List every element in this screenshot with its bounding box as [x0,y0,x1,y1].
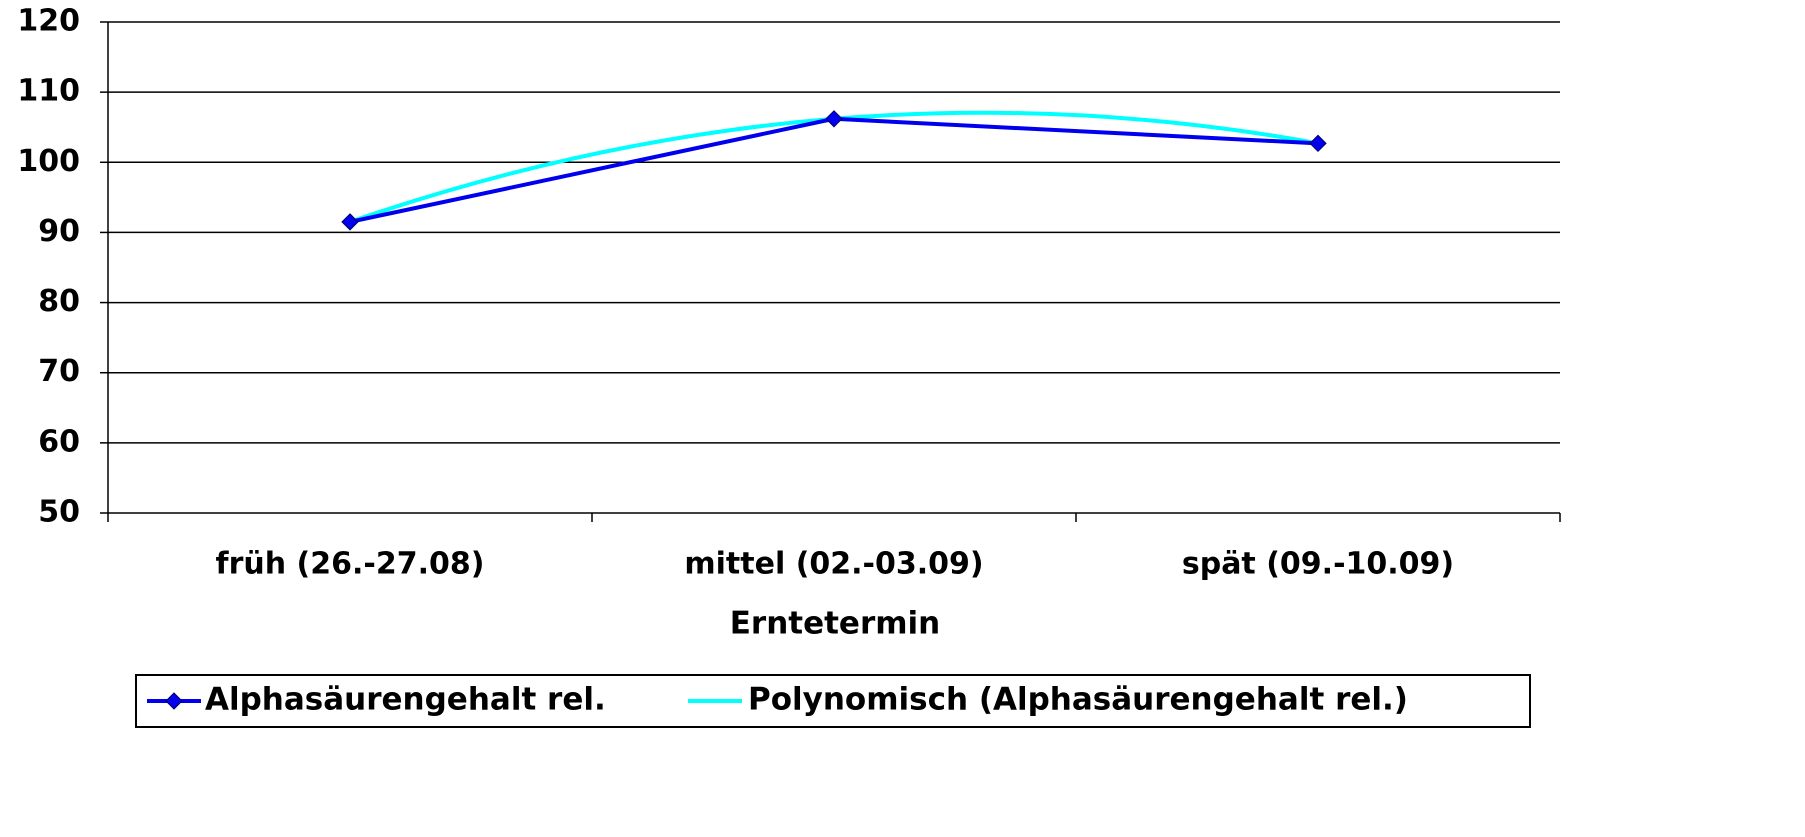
y-tick-label: 50 [38,495,80,530]
marker [165,692,183,710]
y-tick-label: 60 [38,424,80,459]
y-tick-label: 100 [17,144,80,179]
x-tick-label: spät (09.-10.09) [1182,547,1454,582]
legend-box [135,674,1531,728]
y-tick-label: 90 [38,214,80,249]
marker [825,110,843,128]
x-axis-title: Erntetermin [730,606,941,642]
series-line [349,116,1319,224]
trendline [349,110,1319,224]
y-tick-label: 120 [17,4,80,39]
y-tick-label: 80 [38,284,80,319]
y-tick-label: 110 [17,74,80,109]
legend-label: Polynomisch (Alphasäurengehalt rel.) [748,682,1408,718]
x-tick-label: mittel (02.-03.09) [684,547,983,582]
y-tick-label: 70 [38,354,80,389]
x-tick-label: früh (26.-27.08) [216,547,485,582]
legend-label: Alphasäurengehalt rel. [205,682,606,718]
marker [341,213,359,231]
marker [1309,134,1327,153]
